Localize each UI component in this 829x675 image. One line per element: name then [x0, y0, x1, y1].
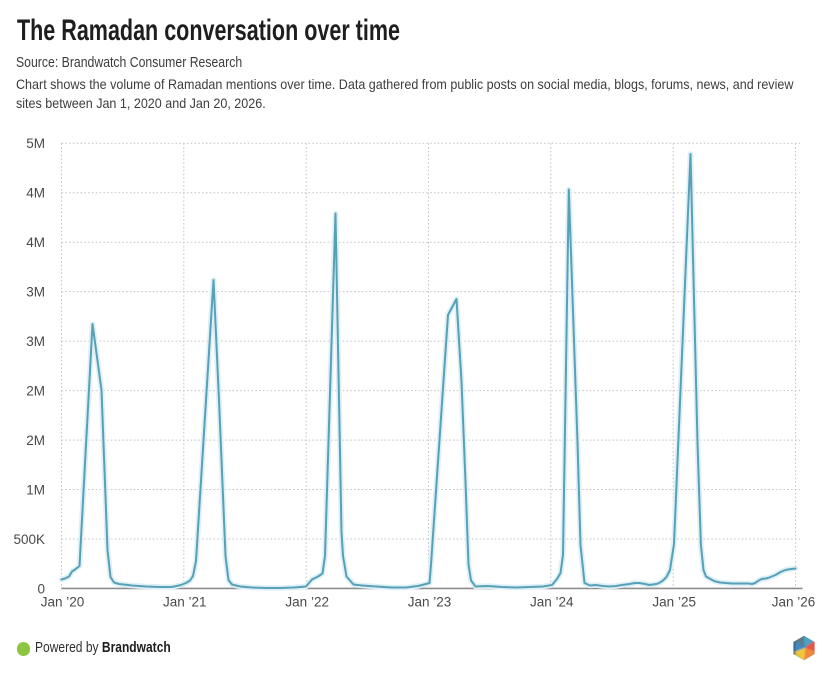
svg-text:Jan ’23: Jan ’23 — [408, 595, 452, 610]
svg-text:Jan ’20: Jan ’20 — [41, 595, 85, 610]
svg-text:5M: 5M — [26, 136, 45, 151]
svg-text:Jan ’25: Jan ’25 — [652, 595, 696, 610]
svg-text:4M: 4M — [26, 235, 45, 250]
svg-text:3M: 3M — [26, 334, 45, 349]
svg-text:2M: 2M — [26, 433, 45, 448]
svg-text:3M: 3M — [26, 285, 45, 300]
svg-text:4M: 4M — [26, 186, 45, 201]
svg-text:1M: 1M — [26, 482, 45, 497]
svg-text:0: 0 — [37, 581, 45, 596]
svg-text:Jan ’24: Jan ’24 — [530, 595, 574, 610]
svg-text:Jan ’26: Jan ’26 — [772, 595, 816, 610]
svg-text:2M: 2M — [26, 384, 45, 399]
svg-text:500K: 500K — [13, 532, 45, 547]
svg-text:Jan ’22: Jan ’22 — [285, 595, 329, 610]
svg-text:Jan ’21: Jan ’21 — [163, 595, 207, 610]
